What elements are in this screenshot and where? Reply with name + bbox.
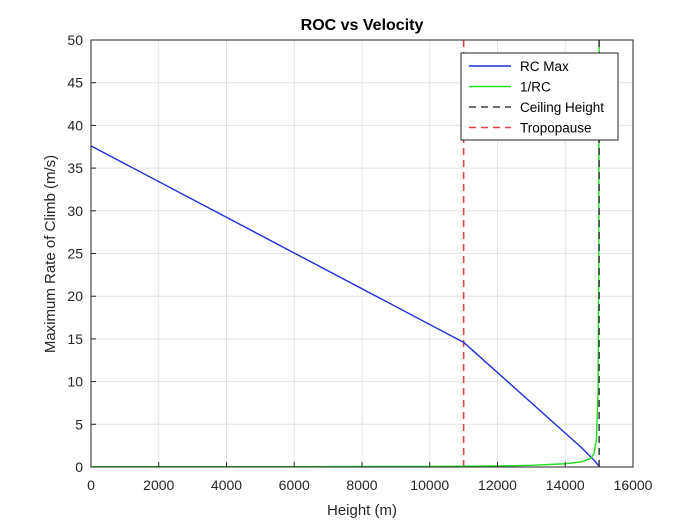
series-line-rc-max bbox=[90, 145, 600, 467]
legend-label: Tropopause bbox=[520, 121, 592, 136]
x-tick-label: 6000 bbox=[279, 477, 310, 493]
chart-title: ROC vs Velocity bbox=[301, 17, 424, 34]
y-tick-label: 40 bbox=[67, 117, 83, 133]
x-tick-label: 2000 bbox=[143, 477, 174, 493]
y-tick-label: 0 bbox=[75, 459, 83, 475]
x-tick-label: 8000 bbox=[346, 477, 377, 493]
y-tick-label: 45 bbox=[67, 75, 83, 91]
x-tick-label: 12000 bbox=[478, 477, 517, 493]
legend-box bbox=[460, 52, 619, 141]
y-tick-label: 25 bbox=[67, 246, 83, 262]
series-line-1-rc bbox=[90, 39, 600, 468]
y-tick-label: 5 bbox=[75, 416, 83, 432]
x-tick-label: 14000 bbox=[546, 477, 585, 493]
axis-ticks: 0 2000 4000 6000 8000 10000 12000 14000 16000 0 5 1… bbox=[67, 32, 652, 493]
y-tick-label: 15 bbox=[67, 331, 83, 347]
legend-label: RC Max bbox=[520, 59, 569, 74]
x-tick-label: 10000 bbox=[410, 477, 449, 493]
series-layer bbox=[90, 39, 600, 468]
legend-label: Ceiling Height bbox=[520, 100, 604, 115]
x-tick-label: 16000 bbox=[614, 477, 653, 493]
x-tick-label: 0 bbox=[87, 477, 95, 493]
y-axis-label: Maximum Rate of Climb (m/s) bbox=[42, 155, 59, 353]
legend: RC Max 1/RC Ceiling Height Tropopause bbox=[460, 52, 619, 141]
y-tick-label: 10 bbox=[67, 374, 83, 390]
x-tick-label: 4000 bbox=[211, 477, 242, 493]
x-axis-label: Height (m) bbox=[327, 502, 397, 519]
y-tick-label: 50 bbox=[67, 32, 83, 48]
y-tick-label: 20 bbox=[67, 288, 83, 304]
y-tick-label: 35 bbox=[67, 160, 83, 176]
y-tick-label: 30 bbox=[67, 203, 83, 219]
legend-label: 1/RC bbox=[520, 80, 551, 95]
